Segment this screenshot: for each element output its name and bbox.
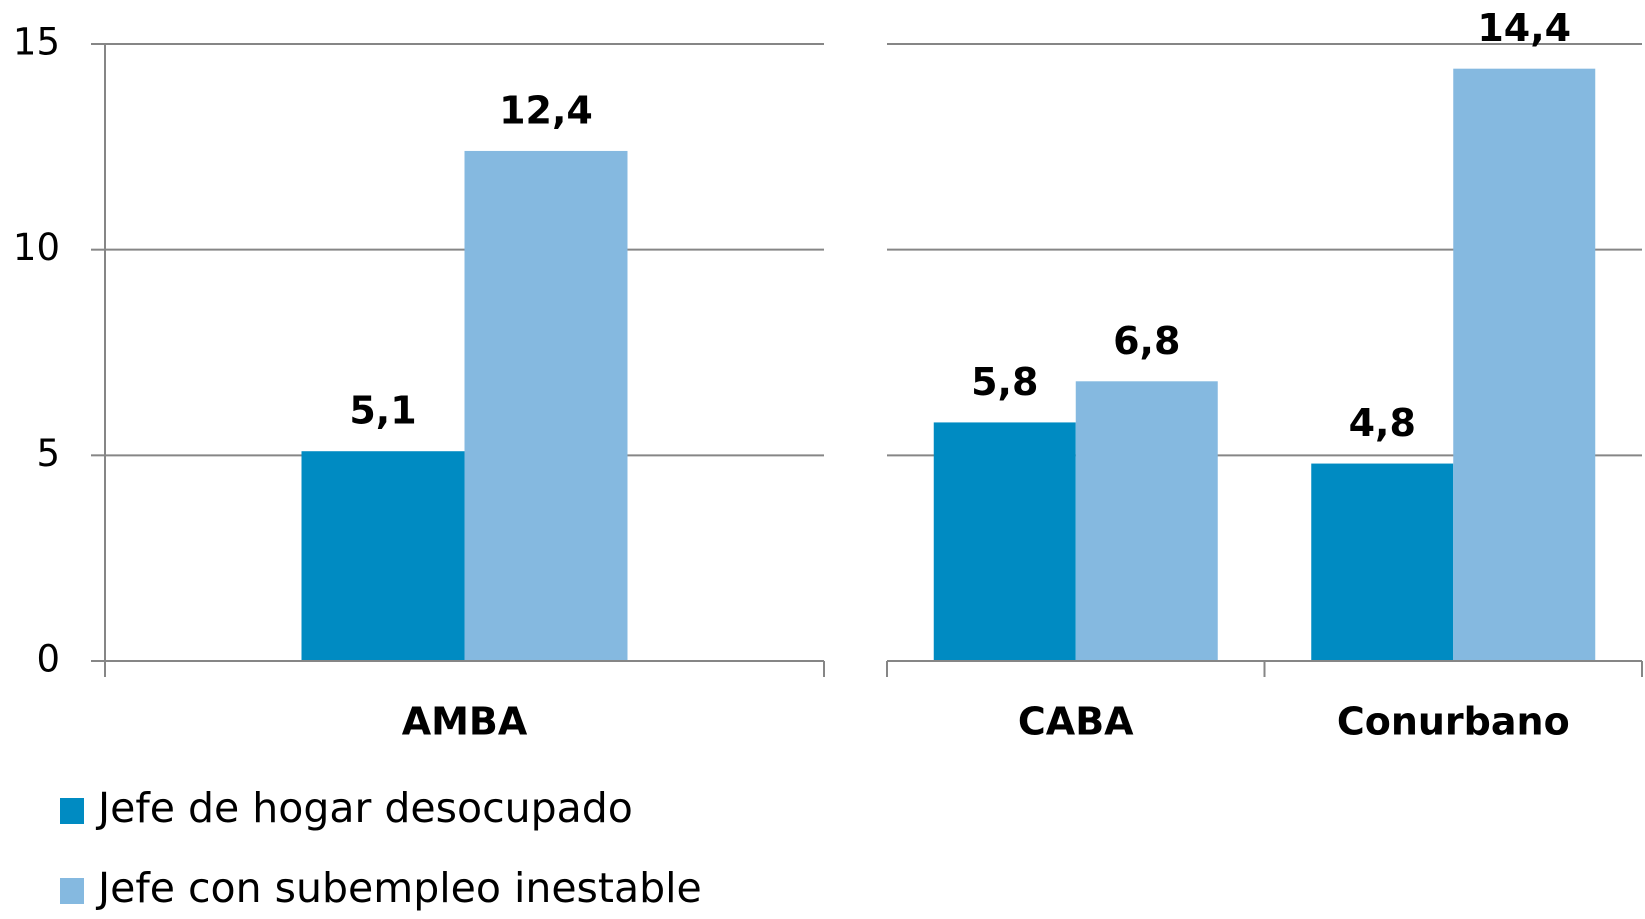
value-label: 5,1 bbox=[349, 389, 416, 433]
legend-swatch bbox=[60, 798, 84, 824]
value-label: 5,8 bbox=[971, 360, 1038, 404]
y-tick-label: 15 bbox=[13, 21, 60, 64]
x-tick-label: CABA bbox=[1018, 700, 1134, 744]
x-tick-label: AMBA bbox=[402, 700, 528, 744]
bar bbox=[464, 150, 628, 662]
legend-swatch bbox=[60, 878, 84, 904]
value-label: 4,8 bbox=[1349, 401, 1416, 445]
bar bbox=[933, 422, 1076, 661]
legend-label: Jefe de hogar desocupado bbox=[95, 784, 633, 832]
x-tick-label: Conurbano bbox=[1337, 700, 1570, 744]
y-tick-label: 0 bbox=[36, 638, 60, 681]
value-label: 6,8 bbox=[1113, 319, 1180, 363]
bar bbox=[1453, 68, 1596, 662]
value-label: 12,4 bbox=[499, 88, 593, 132]
bar bbox=[1311, 463, 1454, 661]
y-tick-label: 5 bbox=[36, 432, 60, 475]
bar bbox=[1075, 381, 1218, 661]
bar bbox=[301, 451, 465, 661]
value-label: 14,4 bbox=[1477, 6, 1571, 50]
y-tick-label: 10 bbox=[13, 226, 60, 269]
legend-label: Jefe con subempleo inestable bbox=[95, 864, 702, 912]
